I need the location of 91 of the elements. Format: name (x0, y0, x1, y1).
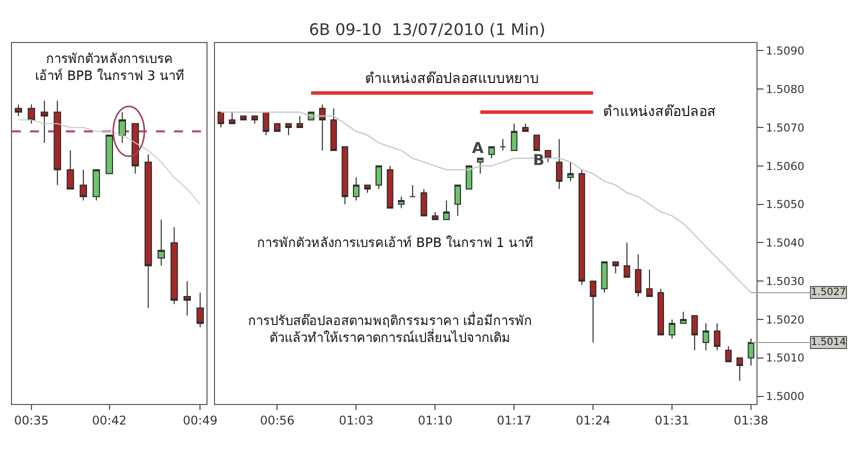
y-tick-label: 1.5000 (766, 390, 804, 404)
candlestick (54, 100, 62, 186)
annotation: การพักตัวหลังการเบรคเอ้าท์ BPB ในกราฟ 1 นาที (257, 235, 534, 251)
candlestick (386, 165, 394, 209)
candlestick (454, 184, 461, 216)
candlestick (510, 123, 518, 152)
candlestick (158, 219, 165, 266)
candlestick (118, 112, 126, 144)
candlestick (352, 176, 360, 201)
candlestick (274, 123, 281, 132)
x-tick-label: 01:10 (418, 413, 452, 428)
candlestick (420, 188, 428, 216)
candlestick (522, 123, 529, 132)
candlestick (556, 138, 563, 190)
candlestick (184, 280, 191, 316)
candlestick (330, 108, 337, 152)
x-tick-label: 01:17 (496, 413, 532, 428)
x-tick-label: 01:38 (734, 413, 768, 428)
series-label: ตำแหน่งสต๊อปลอส (603, 104, 716, 120)
candlestick (251, 115, 258, 124)
candlestick (285, 123, 292, 136)
candlestick (725, 346, 732, 362)
candlestick (612, 261, 619, 274)
annotation: การปรับสต๊อปลอสตามพฤติกรรมราคา เมื่อมีการพัก ตัวแล้วทำให้เราคาดการณ์เปลี่ยนไปจากเดิม (248, 312, 532, 346)
candlestick (66, 150, 74, 190)
candlestick (80, 169, 88, 201)
candlestick (748, 338, 754, 366)
candlestick (262, 112, 270, 136)
y-tick-label: 1.5080 (766, 82, 804, 96)
candlestick (488, 146, 495, 159)
candlestick (196, 292, 204, 328)
y-tick-label: 1.5010 (766, 352, 804, 365)
y-tick-label: 1.5030 (766, 274, 804, 288)
candlestick (106, 134, 113, 174)
candlestick (319, 104, 326, 152)
chart-title: 6B 09-10 13/07/2010 (1 Min) (309, 20, 546, 39)
candlestick (578, 169, 586, 286)
x-tick-label: 01:24 (576, 413, 610, 428)
candlestick (658, 288, 664, 336)
candlestick (691, 315, 698, 351)
annotation: B (533, 151, 544, 169)
candlestick (28, 104, 36, 124)
candlestick (680, 311, 687, 324)
candlestick (170, 226, 178, 305)
candlestick (668, 318, 676, 340)
series-label: ตำแหน่งสต๊อปลอสแบบหยาบ (365, 71, 539, 87)
candlestick (702, 322, 710, 351)
x-tick-label: 00:56 (260, 413, 295, 428)
x-tick-label: 00:42 (92, 413, 127, 428)
candlestick (624, 242, 630, 278)
candlestick (218, 112, 224, 128)
annotation: 1.5027 (811, 287, 846, 298)
candlestick (409, 184, 416, 198)
candlestick (40, 100, 48, 144)
annotation: A (472, 139, 484, 157)
candlestick (466, 165, 472, 190)
x-tick-label: 01:03 (338, 413, 374, 428)
candlestick (364, 184, 371, 194)
candlestick (398, 196, 405, 209)
y-tick-label: 1.5040 (766, 236, 804, 250)
candlestick (443, 200, 450, 220)
y-tick-label: 1.5050 (766, 198, 804, 212)
candlestick (342, 146, 348, 205)
candlestick (228, 112, 236, 124)
candlestick (736, 357, 743, 382)
candlestick (92, 169, 100, 201)
candlestick (714, 322, 720, 351)
candlestick (533, 134, 540, 152)
candlestick (144, 154, 152, 308)
candlestick (477, 158, 484, 174)
candlestick (646, 269, 653, 297)
x-tick-label: 00:49 (182, 413, 218, 428)
y-tick-label: 1.5070 (766, 121, 804, 134)
candlestick (634, 254, 642, 297)
candlestick (567, 162, 574, 182)
annotation: 1.5014 (811, 337, 846, 348)
y-tick-label: 1.5060 (766, 160, 804, 173)
annotation: การพักตัวหลังการเบรค เอ้าท์ BPB ในกราฟ 3 นาที (35, 52, 184, 84)
candlestick (590, 280, 596, 344)
candlestick (601, 261, 608, 294)
candlestick (296, 115, 304, 128)
x-tick-label: 01:31 (654, 413, 690, 428)
candlestick (376, 165, 382, 190)
x-tick-label: 00:35 (14, 413, 49, 428)
candlestick (14, 104, 22, 116)
y-tick-label: 1.5090 (766, 44, 804, 58)
candlestick (240, 115, 247, 120)
candlestick (132, 123, 139, 174)
y-tick-label: 1.5020 (766, 313, 804, 326)
candlestick (432, 211, 438, 220)
candlestick (500, 138, 506, 152)
